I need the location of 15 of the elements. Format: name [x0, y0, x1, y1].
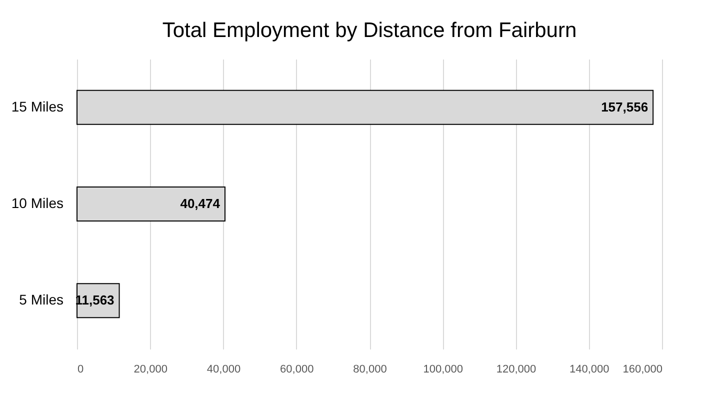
y-tick-label: 10 Miles — [11, 195, 64, 211]
x-tick-label: 100,000 — [423, 364, 464, 376]
x-tick-label: 160,000 — [622, 364, 662, 376]
x-tick-label: 20,000 — [134, 364, 168, 376]
data-label: 40,474 — [180, 196, 221, 211]
chart-title: Total Employment by Distance from Fairburn — [162, 19, 577, 42]
x-tick-label: 60,000 — [280, 364, 314, 376]
x-tick-label: 0 — [78, 364, 84, 376]
x-tick-label: 140,000 — [569, 364, 610, 376]
y-tick-label: 15 Miles — [11, 98, 64, 114]
y-tick-label: 5 Miles — [19, 292, 64, 308]
x-tick-label: 120,000 — [496, 364, 536, 376]
x-tick-label: 80,000 — [353, 364, 387, 376]
data-label: 157,556 — [601, 99, 648, 114]
x-tick-label: 40,000 — [206, 364, 241, 376]
